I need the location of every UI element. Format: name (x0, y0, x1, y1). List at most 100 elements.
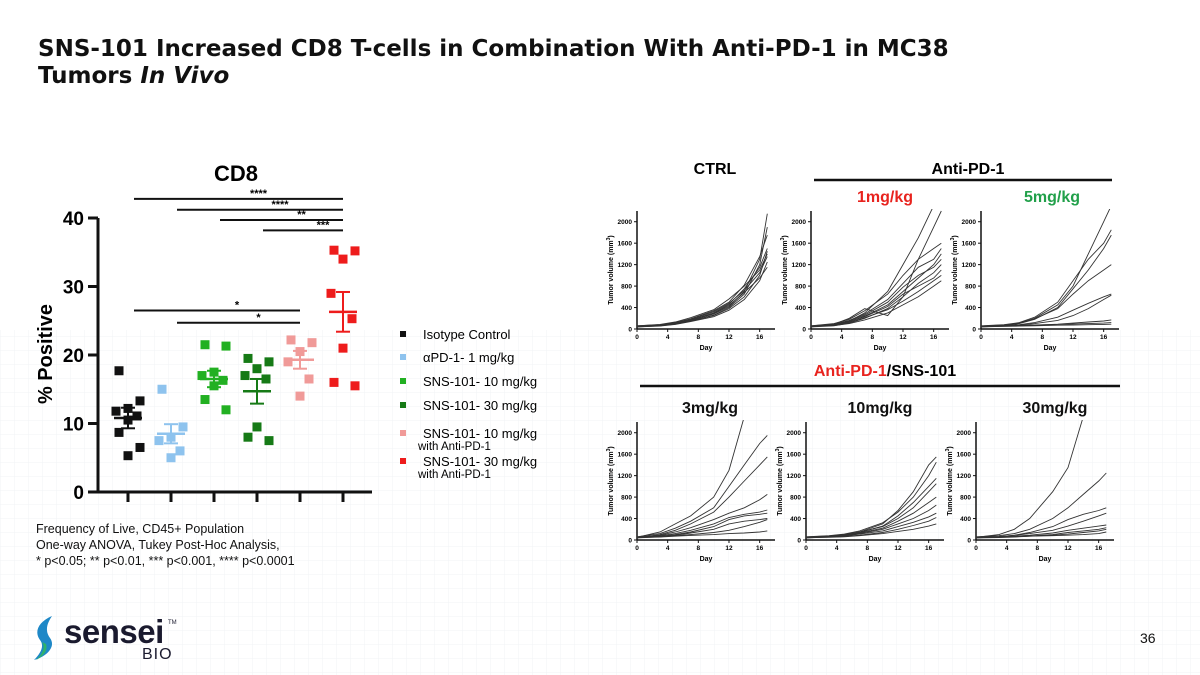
cd8-point (135, 442, 145, 452)
cd8-legend-label: SNS-101- 10 mg/kg (423, 426, 537, 441)
tumor-series-line (637, 509, 768, 538)
tumor-y-axis-label-main: Tumor volume (mm (782, 240, 789, 304)
tumor-x-tick-label: 12 (894, 545, 902, 552)
tumor-y-axis-label: Tumor volume (mm3) (945, 446, 954, 516)
tumor-x-tick-label: 4 (840, 334, 844, 341)
logo-subtitle: BIO (142, 646, 173, 663)
cd8-legend-label-sub: with Anti-PD-1 (417, 441, 491, 453)
tumor-series-line (637, 456, 768, 539)
tumor-series-line (637, 253, 768, 327)
tumor-panel-title: 3mg/kg (682, 400, 738, 417)
cd8-point (175, 446, 185, 456)
title-italic: In Vivo (140, 63, 230, 89)
tumor-series-group (806, 456, 937, 539)
tumor-y-tick-label: 800 (795, 284, 806, 291)
tumor-series-line (637, 512, 768, 539)
cd8-significance-bars: *************** (134, 188, 343, 324)
tumor-series-line (981, 234, 1112, 328)
title-plain: Tumors (38, 63, 141, 89)
tumor-series-line (981, 264, 1112, 327)
tumor-y-axis-label: Tumor volume (mm3) (780, 235, 789, 305)
cd8-point (304, 374, 314, 384)
cd8-point (350, 381, 360, 391)
tumor-x-axis-label: Day (874, 345, 887, 352)
cd8-point (252, 422, 262, 432)
tumor-series-line (806, 483, 937, 538)
cd8-point (123, 451, 133, 461)
cd8-point (132, 411, 142, 421)
tumor-x-axis-label: Day (869, 556, 882, 563)
tumor-series-line (637, 267, 768, 327)
tumor-y-axis-label-main: Tumor volume (mm (777, 451, 784, 515)
tumor-series-line (811, 248, 942, 327)
cd8-point (221, 405, 231, 415)
tumor-series-line (811, 242, 942, 327)
tumor-series-line (637, 435, 768, 538)
page-title: SNS-101 Increased CD8 T-cells in Combina… (38, 36, 1088, 90)
tumor-x-tick-label: 12 (725, 334, 733, 341)
combo-header: Anti-PD-1/SNS-101 (814, 363, 956, 380)
tumor-x-tick-label: 0 (979, 334, 983, 341)
tumor-series-line (976, 507, 1107, 539)
tumor-panel: 3mg/kg 0 400 800 1200 1600 2000 0 4 8 12 16 Day Tumor… (606, 400, 775, 563)
tumor-x-tick-label: 4 (835, 545, 839, 552)
tumor-series-line (981, 323, 1112, 328)
tumor-y-tick-label: 1600 (618, 241, 633, 248)
tumor-x-tick-label: 0 (974, 545, 978, 552)
tumor-y-tick-label: 1200 (792, 262, 807, 269)
tumor-series-line (637, 261, 768, 328)
tumor-y-tick-label: 2000 (957, 430, 972, 437)
cd8-legend-label: SNS-101- 30 mg/kg (423, 398, 537, 413)
cd8-point (329, 377, 339, 387)
cd8-y-tick-label: 0 (73, 483, 84, 504)
tumor-y-tick-label: 400 (960, 516, 971, 523)
tumor-y-tick-label: 2000 (792, 219, 807, 226)
cd8-point (286, 335, 296, 345)
tumor-y-tick-label: 1600 (962, 241, 977, 248)
cd8-point (338, 343, 348, 353)
footnote-line-1: Frequency of Live, CD45+ Population (36, 522, 245, 536)
tumor-panel-title: 10mg/kg (848, 400, 913, 417)
tumor-panel: 30mg/kg 0 400 800 1200 1600 2000 0 4 8 12 16 Day Tumo… (945, 400, 1114, 563)
cd8-point (200, 395, 210, 405)
tumor-series-line (637, 234, 768, 327)
cd8-legend-label: αPD-1- 1 mg/kg (423, 350, 514, 365)
cd8-legend-label: Isotype Control (423, 327, 511, 342)
anti-pd1-header: Anti-PD-1 (932, 161, 1005, 178)
tumor-series-line (811, 253, 942, 328)
cd8-legend-swatch (400, 378, 406, 384)
tumor-y-tick-label: 1200 (618, 473, 633, 480)
tumor-x-tick-label: 12 (1069, 334, 1077, 341)
tumor-y-tick-label: 0 (628, 327, 632, 334)
cd8-significance-label: **** (271, 199, 289, 211)
cd8-point (200, 340, 210, 350)
cd8-y-tick-label: 20 (63, 346, 84, 367)
cd8-point (283, 357, 293, 367)
tumor-x-tick-label: 0 (809, 334, 813, 341)
cd8-significance-label: *** (317, 219, 331, 231)
tumor-y-axis-label-main: Tumor volume (mm (947, 451, 954, 515)
tumor-y-tick-label: 400 (790, 516, 801, 523)
cd8-point (114, 427, 124, 437)
cd8-point (218, 375, 228, 385)
title-line-1: SNS-101 Increased CD8 T-cells in Combina… (38, 36, 949, 62)
tumor-series-group (811, 209, 942, 328)
tumor-x-tick-label: 16 (930, 334, 938, 341)
tumor-series-line (976, 512, 1107, 538)
tumor-y-axis-label-close: ) (608, 446, 615, 448)
tumor-y-tick-label: 0 (797, 538, 801, 545)
tumor-x-tick-label: 4 (666, 334, 670, 341)
cd8-point (264, 357, 274, 367)
tumor-x-tick-label: 0 (804, 545, 808, 552)
cd8-point (307, 338, 317, 348)
tumor-y-axis-label-sup: 3 (775, 448, 781, 451)
tumor-y-tick-label: 400 (795, 305, 806, 312)
tumor-series-line (806, 456, 937, 538)
logo-wordmark: sensei (64, 613, 164, 650)
logo-trademark: TM (168, 620, 177, 626)
tumor-x-tick-label: 0 (635, 545, 639, 552)
cd8-point (154, 436, 164, 446)
